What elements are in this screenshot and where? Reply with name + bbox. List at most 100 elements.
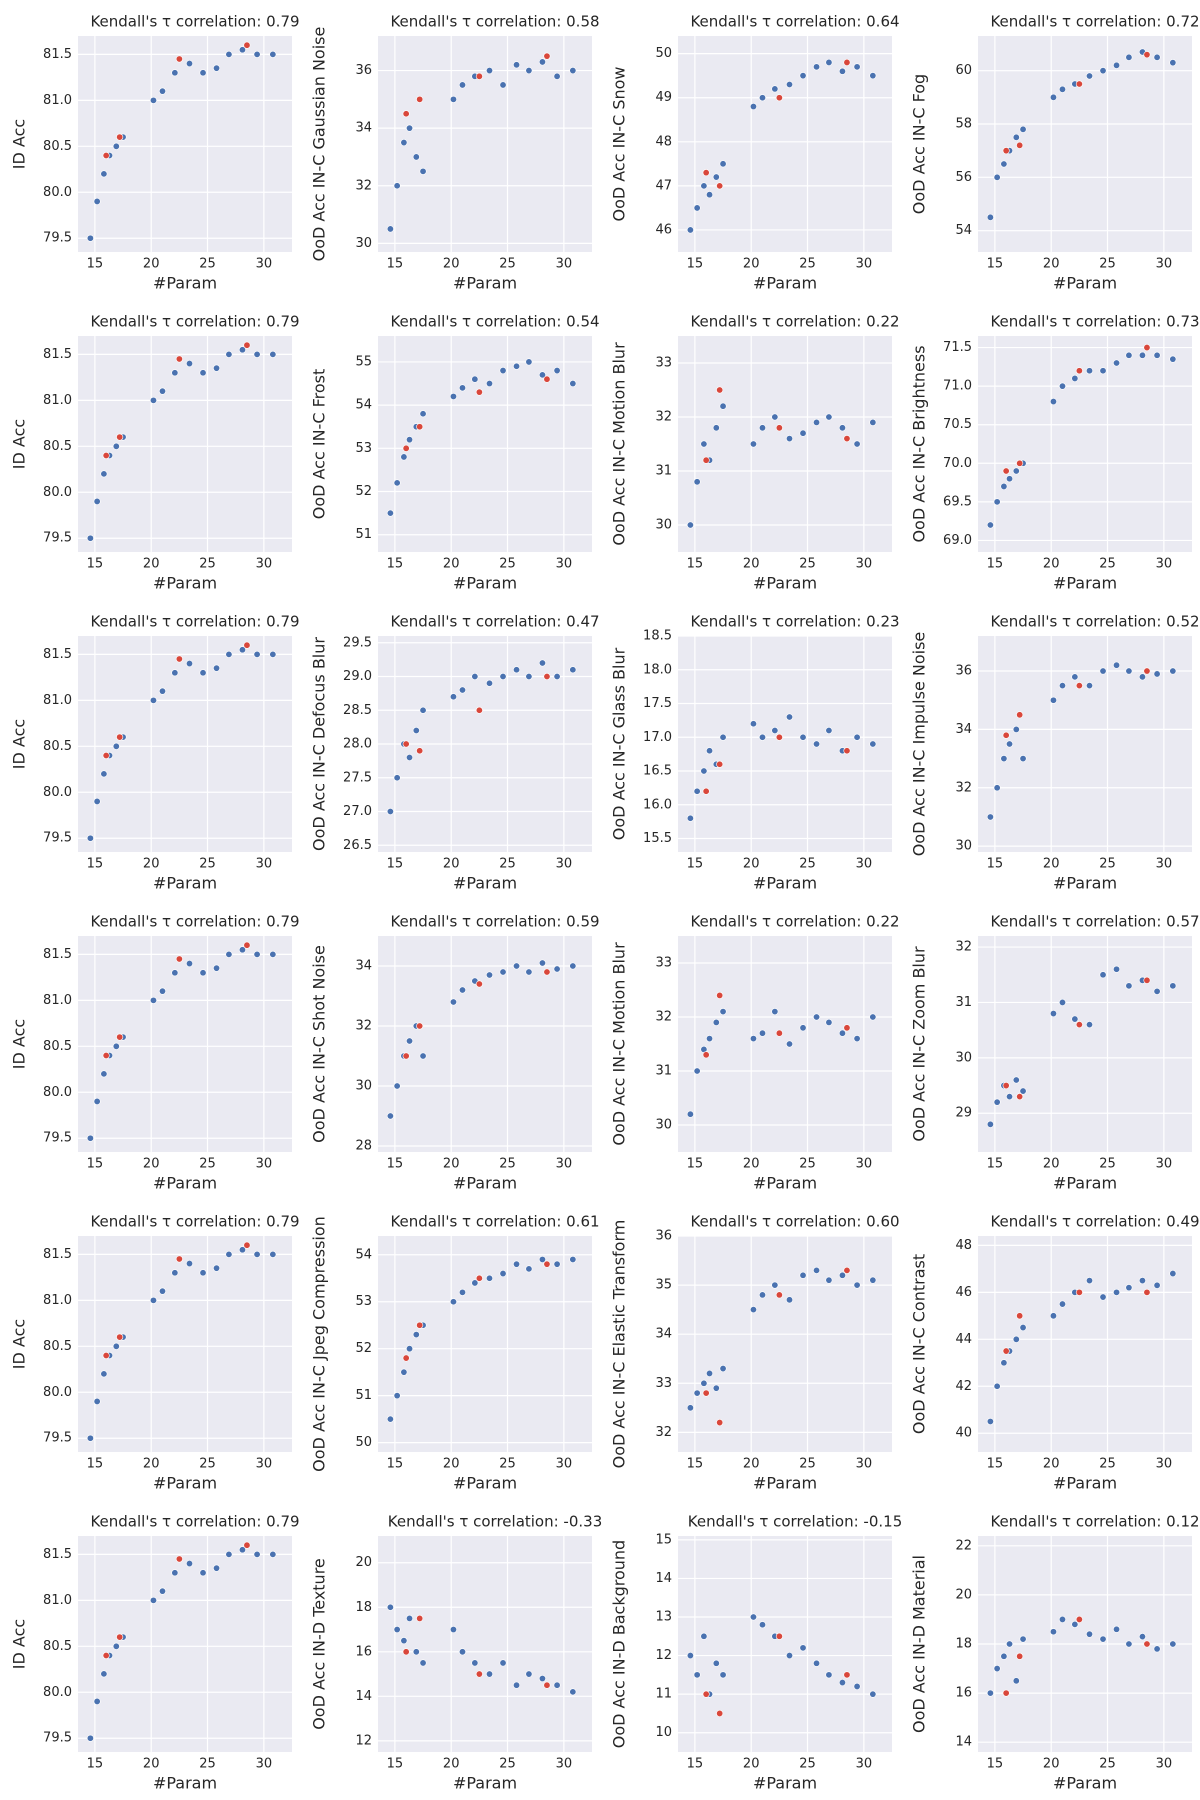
y-tick-label: 42 bbox=[955, 1379, 972, 1394]
y-tick-label: 27.5 bbox=[343, 770, 372, 785]
x-axis-label: #Param bbox=[153, 574, 217, 593]
y-tick-label: 53 bbox=[355, 441, 372, 456]
x-axis-label: #Param bbox=[1053, 274, 1117, 293]
point bbox=[269, 650, 277, 658]
y-tick-label: 18 bbox=[355, 1600, 372, 1615]
point bbox=[1113, 661, 1121, 669]
point bbox=[471, 672, 479, 680]
point bbox=[843, 1671, 851, 1679]
point bbox=[1075, 1021, 1083, 1029]
point bbox=[838, 424, 846, 432]
point bbox=[112, 1342, 120, 1350]
y-tick-label: 44 bbox=[955, 1332, 972, 1347]
y-tick-label: 15.5 bbox=[643, 831, 672, 846]
point bbox=[869, 1690, 877, 1698]
point bbox=[813, 63, 821, 71]
x-tick-label: 20 bbox=[143, 1157, 160, 1172]
x-axis-label: #Param bbox=[753, 574, 817, 593]
y-tick-label: 54 bbox=[355, 1247, 372, 1262]
point bbox=[719, 733, 727, 741]
subplot: 79.5 80.0 80.5 81.0 81.5 15 20 25 30 Kendall's τ … bbox=[10, 913, 300, 1193]
plot-area bbox=[78, 1236, 292, 1452]
y-tick-label: 50 bbox=[355, 1435, 372, 1450]
y-tick-label: 56 bbox=[955, 170, 972, 185]
x-tick-label: 30 bbox=[1156, 257, 1173, 272]
y-tick-label: 81.0 bbox=[43, 1293, 72, 1308]
point bbox=[553, 1260, 561, 1268]
point bbox=[702, 787, 710, 795]
y-tick-label: 46 bbox=[655, 222, 672, 237]
point bbox=[102, 151, 110, 159]
x-tick-label: 25 bbox=[499, 1157, 516, 1172]
point bbox=[100, 1070, 108, 1078]
y-tick-label: 36 bbox=[655, 1229, 672, 1244]
y-axis-label: OoD Acc IN-C Fog bbox=[910, 74, 929, 214]
y-tick-label: 81.0 bbox=[43, 693, 72, 708]
subplot-title: Kendall's τ correlation: 0.79 bbox=[90, 313, 299, 331]
point bbox=[243, 941, 251, 949]
subplot: 32 33 34 35 36 15 20 25 30 Kendall's τ correlatio… bbox=[610, 1213, 900, 1493]
point bbox=[702, 169, 710, 177]
x-tick-label: 20 bbox=[743, 1157, 760, 1172]
point bbox=[712, 173, 720, 181]
point bbox=[1143, 667, 1151, 675]
subplot: 51 52 53 54 55 15 20 25 30 Kendall's τ correlatio… bbox=[310, 313, 600, 593]
point bbox=[1143, 51, 1151, 59]
point bbox=[386, 509, 394, 517]
point bbox=[158, 687, 166, 695]
point bbox=[419, 1052, 427, 1060]
x-tick-label: 15 bbox=[87, 557, 104, 572]
y-tick-label: 30 bbox=[655, 518, 672, 533]
point bbox=[1086, 367, 1094, 375]
subplot-title: Kendall's τ correlation: 0.57 bbox=[990, 913, 1199, 931]
subplot-title: Kendall's τ correlation: 0.72 bbox=[990, 13, 1199, 31]
point bbox=[1012, 133, 1020, 141]
x-axis-label: #Param bbox=[1053, 1774, 1117, 1793]
point bbox=[702, 1690, 710, 1698]
plot-area bbox=[978, 336, 1192, 552]
point bbox=[116, 1033, 124, 1041]
x-axis-label: #Param bbox=[453, 274, 517, 293]
point bbox=[158, 87, 166, 95]
point bbox=[475, 1274, 483, 1282]
point bbox=[499, 367, 507, 375]
x-tick-label: 25 bbox=[499, 257, 516, 272]
y-tick-label: 18.0 bbox=[643, 662, 672, 677]
point bbox=[716, 991, 724, 999]
point bbox=[986, 1120, 994, 1128]
point bbox=[1153, 351, 1161, 359]
point bbox=[813, 740, 821, 748]
x-axis-label: #Param bbox=[453, 574, 517, 593]
subplot: 69.0 69.5 70.0 70.5 71.0 71.5 15 20 25 30 Kendall'… bbox=[910, 313, 1200, 593]
point bbox=[1016, 1652, 1024, 1660]
point bbox=[825, 726, 833, 734]
point bbox=[86, 1434, 94, 1442]
subplot-title: Kendall's τ correlation: 0.60 bbox=[690, 1213, 899, 1231]
y-axis-label: OoD Acc IN-C Defocus Blur bbox=[310, 637, 329, 851]
point bbox=[393, 1392, 401, 1400]
x-tick-label: 30 bbox=[556, 1757, 573, 1772]
plot-area bbox=[78, 936, 292, 1152]
point bbox=[116, 733, 124, 741]
y-tick-label: 32 bbox=[655, 410, 672, 425]
point bbox=[116, 1633, 124, 1641]
point bbox=[158, 987, 166, 995]
point bbox=[269, 50, 277, 58]
x-axis-label: #Param bbox=[453, 874, 517, 893]
point bbox=[553, 367, 561, 375]
point bbox=[225, 1250, 233, 1258]
y-axis-label: OoD Acc IN-D Background bbox=[610, 1540, 629, 1748]
y-tick-label: 22 bbox=[955, 1538, 972, 1553]
y-tick-label: 58 bbox=[955, 117, 972, 132]
y-tick-label: 81.5 bbox=[43, 647, 72, 662]
x-tick-label: 15 bbox=[87, 257, 104, 272]
point bbox=[712, 1384, 720, 1392]
point bbox=[499, 1270, 507, 1278]
point bbox=[149, 396, 157, 404]
point bbox=[199, 969, 207, 977]
y-tick-label: 18 bbox=[955, 1637, 972, 1652]
point bbox=[102, 1051, 110, 1059]
point bbox=[1016, 1093, 1024, 1101]
y-tick-label: 81.5 bbox=[43, 1247, 72, 1262]
point bbox=[449, 1626, 457, 1634]
